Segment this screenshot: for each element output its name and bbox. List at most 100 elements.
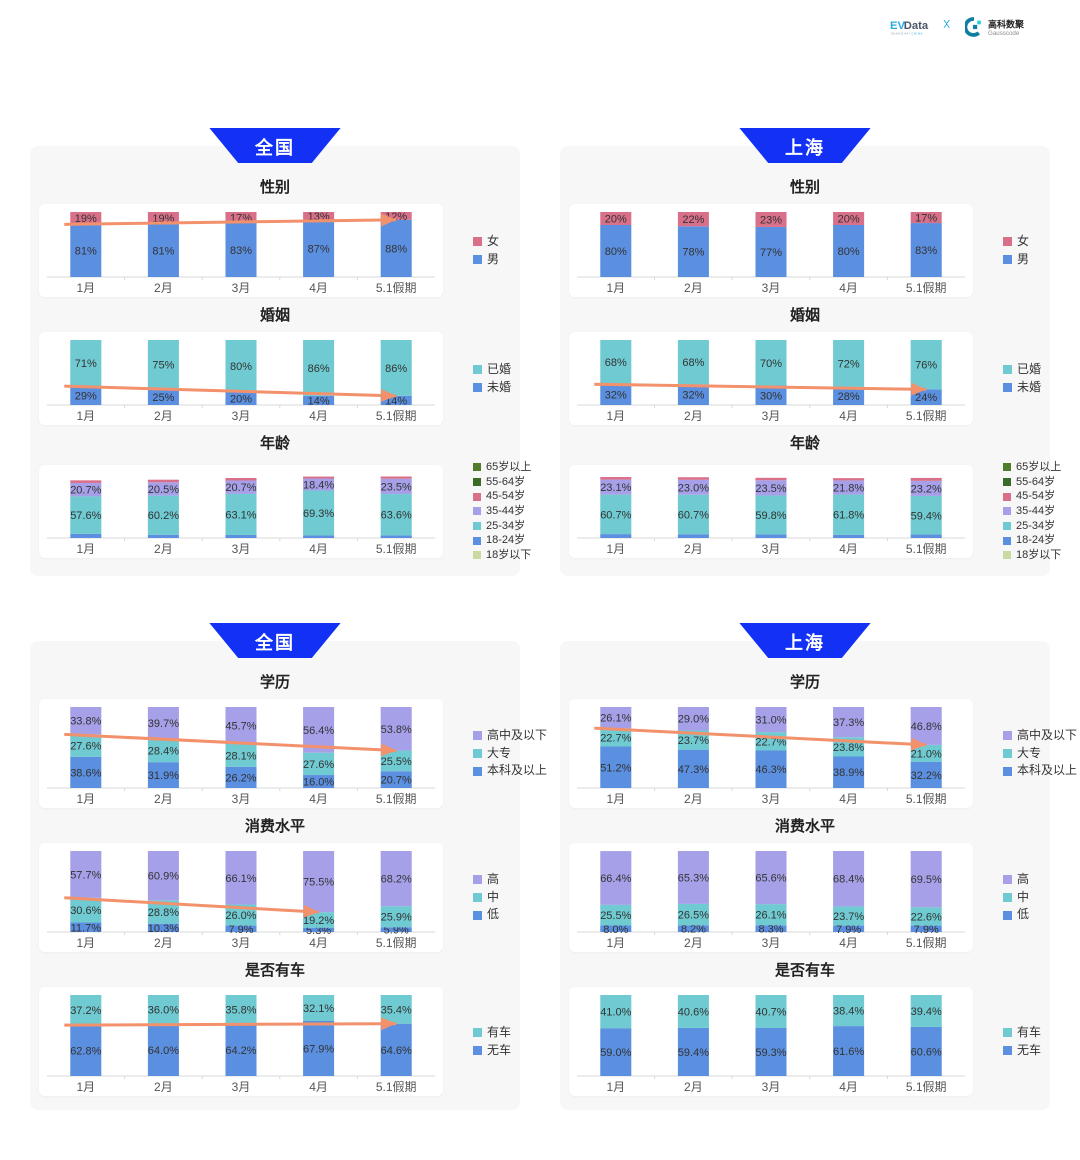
svg-text:25.9%: 25.9% (381, 912, 412, 924)
svg-text:60.2%: 60.2% (148, 510, 179, 522)
svg-text:60.9%: 60.9% (148, 871, 179, 883)
svg-text:22.7%: 22.7% (600, 732, 631, 744)
svg-text:59.4%: 59.4% (911, 510, 942, 522)
svg-text:3月: 3月 (762, 936, 781, 950)
svg-text:61.6%: 61.6% (833, 1046, 864, 1058)
svg-text:8.3%: 8.3% (758, 924, 783, 936)
svg-text:3月: 3月 (762, 542, 781, 556)
svg-text:67.9%: 67.9% (303, 1044, 334, 1056)
svg-text:83%: 83% (230, 245, 252, 257)
svg-text:31.9%: 31.9% (148, 770, 179, 782)
svg-text:24%: 24% (915, 392, 937, 404)
svg-text:3月: 3月 (232, 792, 251, 806)
svg-text:40.6%: 40.6% (678, 1006, 709, 1018)
svg-text:5.1假期: 5.1假期 (376, 409, 417, 423)
svg-text:26.5%: 26.5% (678, 910, 709, 922)
svg-text:1月: 1月 (76, 542, 95, 556)
svg-text:39.4%: 39.4% (911, 1006, 942, 1018)
svg-text:26.2%: 26.2% (225, 772, 256, 784)
svg-text:8.0%: 8.0% (603, 924, 628, 936)
svg-text:59.8%: 59.8% (755, 510, 786, 522)
svg-text:23.5%: 23.5% (381, 481, 412, 493)
svg-text:4月: 4月 (309, 409, 328, 423)
svg-text:28.1%: 28.1% (225, 750, 256, 762)
svg-text:Gausscode: Gausscode (988, 30, 1020, 37)
svg-text:5.1假期: 5.1假期 (906, 281, 947, 295)
svg-text:68.2%: 68.2% (381, 874, 412, 886)
svg-text:59.0%: 59.0% (600, 1047, 631, 1059)
svg-text:46.8%: 46.8% (911, 721, 942, 733)
svg-text:77%: 77% (760, 247, 782, 259)
svg-text:2月: 2月 (684, 1080, 703, 1094)
svg-text:63.1%: 63.1% (225, 509, 256, 521)
svg-text:4月: 4月 (839, 1080, 858, 1094)
svg-text:19.2%: 19.2% (303, 915, 334, 927)
svg-text:26.1%: 26.1% (755, 910, 786, 922)
svg-text:4月: 4月 (839, 792, 858, 806)
svg-text:33.8%: 33.8% (70, 716, 101, 728)
svg-text:4月: 4月 (309, 542, 328, 556)
svg-text:20%: 20% (838, 214, 860, 226)
svg-text:28.4%: 28.4% (148, 746, 179, 758)
svg-text:23.2%: 23.2% (911, 483, 942, 495)
svg-text:高科数聚: 高科数聚 (988, 19, 1025, 30)
svg-text:88%: 88% (385, 243, 407, 255)
svg-text:32%: 32% (605, 390, 627, 402)
svg-text:53.8%: 53.8% (381, 724, 412, 736)
svg-text:EV: EV (890, 20, 906, 32)
svg-text:64.6%: 64.6% (381, 1045, 412, 1057)
svg-text:35.8%: 35.8% (225, 1004, 256, 1016)
svg-text:2月: 2月 (154, 936, 173, 950)
svg-text:57.7%: 57.7% (70, 869, 101, 881)
svg-text:2月: 2月 (684, 409, 703, 423)
svg-text:18.4%: 18.4% (303, 479, 334, 491)
svg-text:11.7%: 11.7% (71, 922, 102, 934)
svg-text:5.1假期: 5.1假期 (376, 936, 417, 950)
svg-text:20.7%: 20.7% (70, 484, 101, 496)
svg-text:83%: 83% (915, 245, 937, 257)
svg-text:28%: 28% (838, 391, 860, 403)
svg-text:1月: 1月 (76, 936, 95, 950)
svg-text:1月: 1月 (606, 936, 625, 950)
svg-text:3月: 3月 (232, 542, 251, 556)
svg-text:47.3%: 47.3% (678, 764, 709, 776)
svg-text:5.1假期: 5.1假期 (906, 409, 947, 423)
svg-text:81%: 81% (152, 246, 174, 258)
svg-text:40.7%: 40.7% (755, 1006, 786, 1018)
svg-text:5.1假期: 5.1假期 (376, 1080, 417, 1094)
svg-text:23.7%: 23.7% (833, 911, 864, 923)
svg-text:4月: 4月 (309, 1080, 328, 1094)
svg-text:2月: 2月 (154, 409, 173, 423)
svg-text:14%: 14% (308, 395, 330, 407)
svg-text:4月: 4月 (839, 936, 858, 950)
svg-text:4月: 4月 (309, 792, 328, 806)
svg-text:3月: 3月 (762, 792, 781, 806)
svg-text:25.5%: 25.5% (381, 756, 412, 768)
svg-text:SHANGHAI CHINA: SHANGHAI CHINA (891, 32, 923, 36)
svg-text:86%: 86% (308, 363, 330, 375)
svg-text:3月: 3月 (232, 409, 251, 423)
svg-text:22%: 22% (682, 214, 704, 226)
svg-text:38.6%: 38.6% (70, 767, 101, 779)
svg-text:68.4%: 68.4% (833, 874, 864, 886)
svg-text:4月: 4月 (839, 281, 858, 295)
svg-text:4月: 4月 (839, 409, 858, 423)
svg-text:21.8%: 21.8% (833, 482, 864, 494)
svg-text:38.4%: 38.4% (833, 1006, 864, 1018)
svg-text:5.1假期: 5.1假期 (906, 792, 947, 806)
svg-text:65.3%: 65.3% (678, 872, 709, 884)
svg-text:80%: 80% (605, 246, 627, 258)
svg-text:29%: 29% (75, 391, 97, 403)
svg-text:3月: 3月 (762, 409, 781, 423)
svg-text:81%: 81% (75, 246, 97, 258)
svg-text:62.8%: 62.8% (70, 1046, 101, 1058)
svg-text:87%: 87% (308, 244, 330, 256)
svg-text:30.6%: 30.6% (70, 905, 101, 917)
svg-text:2月: 2月 (154, 1080, 173, 1094)
svg-text:75.5%: 75.5% (303, 877, 334, 889)
svg-text:60.6%: 60.6% (911, 1046, 942, 1058)
svg-text:4月: 4月 (309, 281, 328, 295)
svg-text:36.0%: 36.0% (148, 1005, 179, 1017)
svg-text:46.3%: 46.3% (755, 764, 786, 776)
svg-text:70%: 70% (760, 358, 782, 370)
